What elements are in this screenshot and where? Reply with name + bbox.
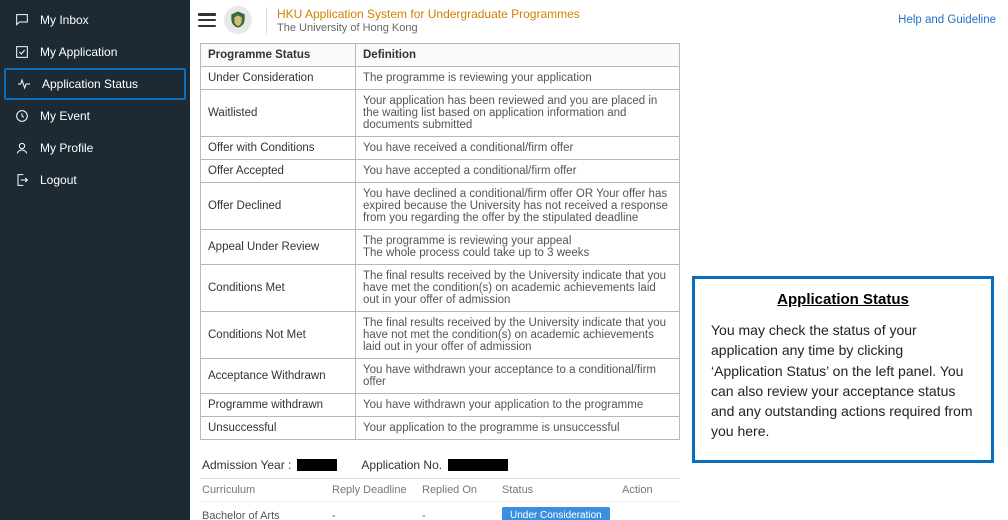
col-definition: Definition <box>356 44 680 67</box>
sidebar-item-label: My Event <box>40 109 90 123</box>
header-titles: HKU Application System for Undergraduate… <box>266 7 890 34</box>
header: HKU Application System for Undergraduate… <box>190 0 1008 41</box>
user-icon <box>14 140 30 156</box>
cell-reply-deadline: - <box>332 510 422 520</box>
cell-definition: Your application has been reviewed and y… <box>356 90 680 137</box>
cell-curriculum: Bachelor of Arts <box>202 510 332 520</box>
table-row: Conditions Not MetThe final results rece… <box>201 312 680 359</box>
col-replied-on: Replied On <box>422 484 502 496</box>
admission-year: Admission Year : <box>202 458 337 472</box>
cell-definition: The final results received by the Univer… <box>356 265 680 312</box>
sidebar-item-label: Logout <box>40 173 77 187</box>
cell-definition: The programme is reviewing your appeal T… <box>356 230 680 265</box>
table-row: Appeal Under ReviewThe programme is revi… <box>201 230 680 265</box>
cell-definition: You have accepted a conditional/firm off… <box>356 160 680 183</box>
sidebar-item-logout[interactable]: Logout <box>0 164 190 196</box>
cell-definition: You have withdrawn your acceptance to a … <box>356 359 680 394</box>
cell-status-name: Conditions Not Met <box>201 312 356 359</box>
callout-body: You may check the status of your applica… <box>711 320 975 442</box>
table-row: Offer with ConditionsYou have received a… <box>201 137 680 160</box>
table-row: Under ConsiderationThe programme is revi… <box>201 67 680 90</box>
sidebar-item-label: My Application <box>40 45 117 59</box>
cell-definition: You have received a conditional/firm off… <box>356 137 680 160</box>
table-row: Acceptance WithdrawnYou have withdrawn y… <box>201 359 680 394</box>
application-number: Application No. <box>361 458 508 472</box>
application-grid-header: Curriculum Reply Deadline Replied On Sta… <box>200 478 680 502</box>
admission-year-label: Admission Year : <box>202 458 291 472</box>
col-status: Programme Status <box>201 44 356 67</box>
cell-definition: You have withdrawn your application to t… <box>356 394 680 417</box>
cell-definition: You have declined a conditional/firm off… <box>356 183 680 230</box>
cell-definition: Your application to the programme is uns… <box>356 417 680 440</box>
sidebar: My Inbox My Application Application Stat… <box>0 0 190 520</box>
callout-title: Application Status <box>711 291 975 308</box>
sidebar-item-label: My Inbox <box>40 13 89 27</box>
sidebar-item-inbox[interactable]: My Inbox <box>0 4 190 36</box>
table-row: WaitlistedYour application has been revi… <box>201 90 680 137</box>
check-square-icon <box>14 44 30 60</box>
status-pill[interactable]: Under Consideration <box>502 507 610 520</box>
cell-definition: The final results received by the Univer… <box>356 312 680 359</box>
sidebar-item-label: Application Status <box>42 77 138 91</box>
col-status: Status <box>502 484 622 496</box>
cell-status-name: Under Consideration <box>201 67 356 90</box>
sidebar-item-profile[interactable]: My Profile <box>0 132 190 164</box>
col-reply-deadline: Reply Deadline <box>332 484 422 496</box>
cell-replied-on: - <box>422 510 502 520</box>
table-row: Conditions MetThe final results received… <box>201 265 680 312</box>
cell-definition: The programme is reviewing your applicat… <box>356 67 680 90</box>
cell-status: Under Consideration <box>502 507 622 520</box>
redacted-appno <box>448 459 508 471</box>
table-header-row: Programme Status Definition <box>201 44 680 67</box>
table-row: Offer DeclinedYou have declined a condit… <box>201 183 680 230</box>
cell-status-name: Unsuccessful <box>201 417 356 440</box>
sidebar-item-event[interactable]: My Event <box>0 100 190 132</box>
menu-icon[interactable] <box>198 13 216 27</box>
col-curriculum: Curriculum <box>202 484 332 496</box>
table-row: Offer AcceptedYou have accepted a condit… <box>201 160 680 183</box>
header-title: HKU Application System for Undergraduate… <box>277 7 890 21</box>
application-row: Bachelor of Arts - - Under Consideration <box>200 502 680 520</box>
pulse-icon <box>16 76 32 92</box>
cell-status-name: Appeal Under Review <box>201 230 356 265</box>
col-action: Action <box>622 484 682 496</box>
help-callout: Application Status You may check the sta… <box>692 276 994 463</box>
cell-status-name: Programme withdrawn <box>201 394 356 417</box>
cell-status-name: Acceptance Withdrawn <box>201 359 356 394</box>
header-subtitle: The University of Hong Kong <box>277 22 890 34</box>
hku-logo <box>224 6 252 34</box>
cell-status-name: Offer with Conditions <box>201 137 356 160</box>
redacted-year <box>297 459 337 471</box>
cell-status-name: Offer Declined <box>201 183 356 230</box>
sidebar-item-application[interactable]: My Application <box>0 36 190 68</box>
application-grid: Curriculum Reply Deadline Replied On Sta… <box>200 478 680 520</box>
cell-status-name: Conditions Met <box>201 265 356 312</box>
clock-icon <box>14 108 30 124</box>
help-link[interactable]: Help and Guideline <box>898 14 996 26</box>
logout-icon <box>14 172 30 188</box>
table-row: UnsuccessfulYour application to the prog… <box>201 417 680 440</box>
cell-status-name: Offer Accepted <box>201 160 356 183</box>
application-no-label: Application No. <box>361 458 442 472</box>
cell-status-name: Waitlisted <box>201 90 356 137</box>
status-table: Programme Status Definition Under Consid… <box>200 43 680 440</box>
chat-icon <box>14 12 30 28</box>
sidebar-item-label: My Profile <box>40 141 93 155</box>
sidebar-item-status[interactable]: Application Status <box>4 68 186 100</box>
table-row: Programme withdrawnYou have withdrawn yo… <box>201 394 680 417</box>
